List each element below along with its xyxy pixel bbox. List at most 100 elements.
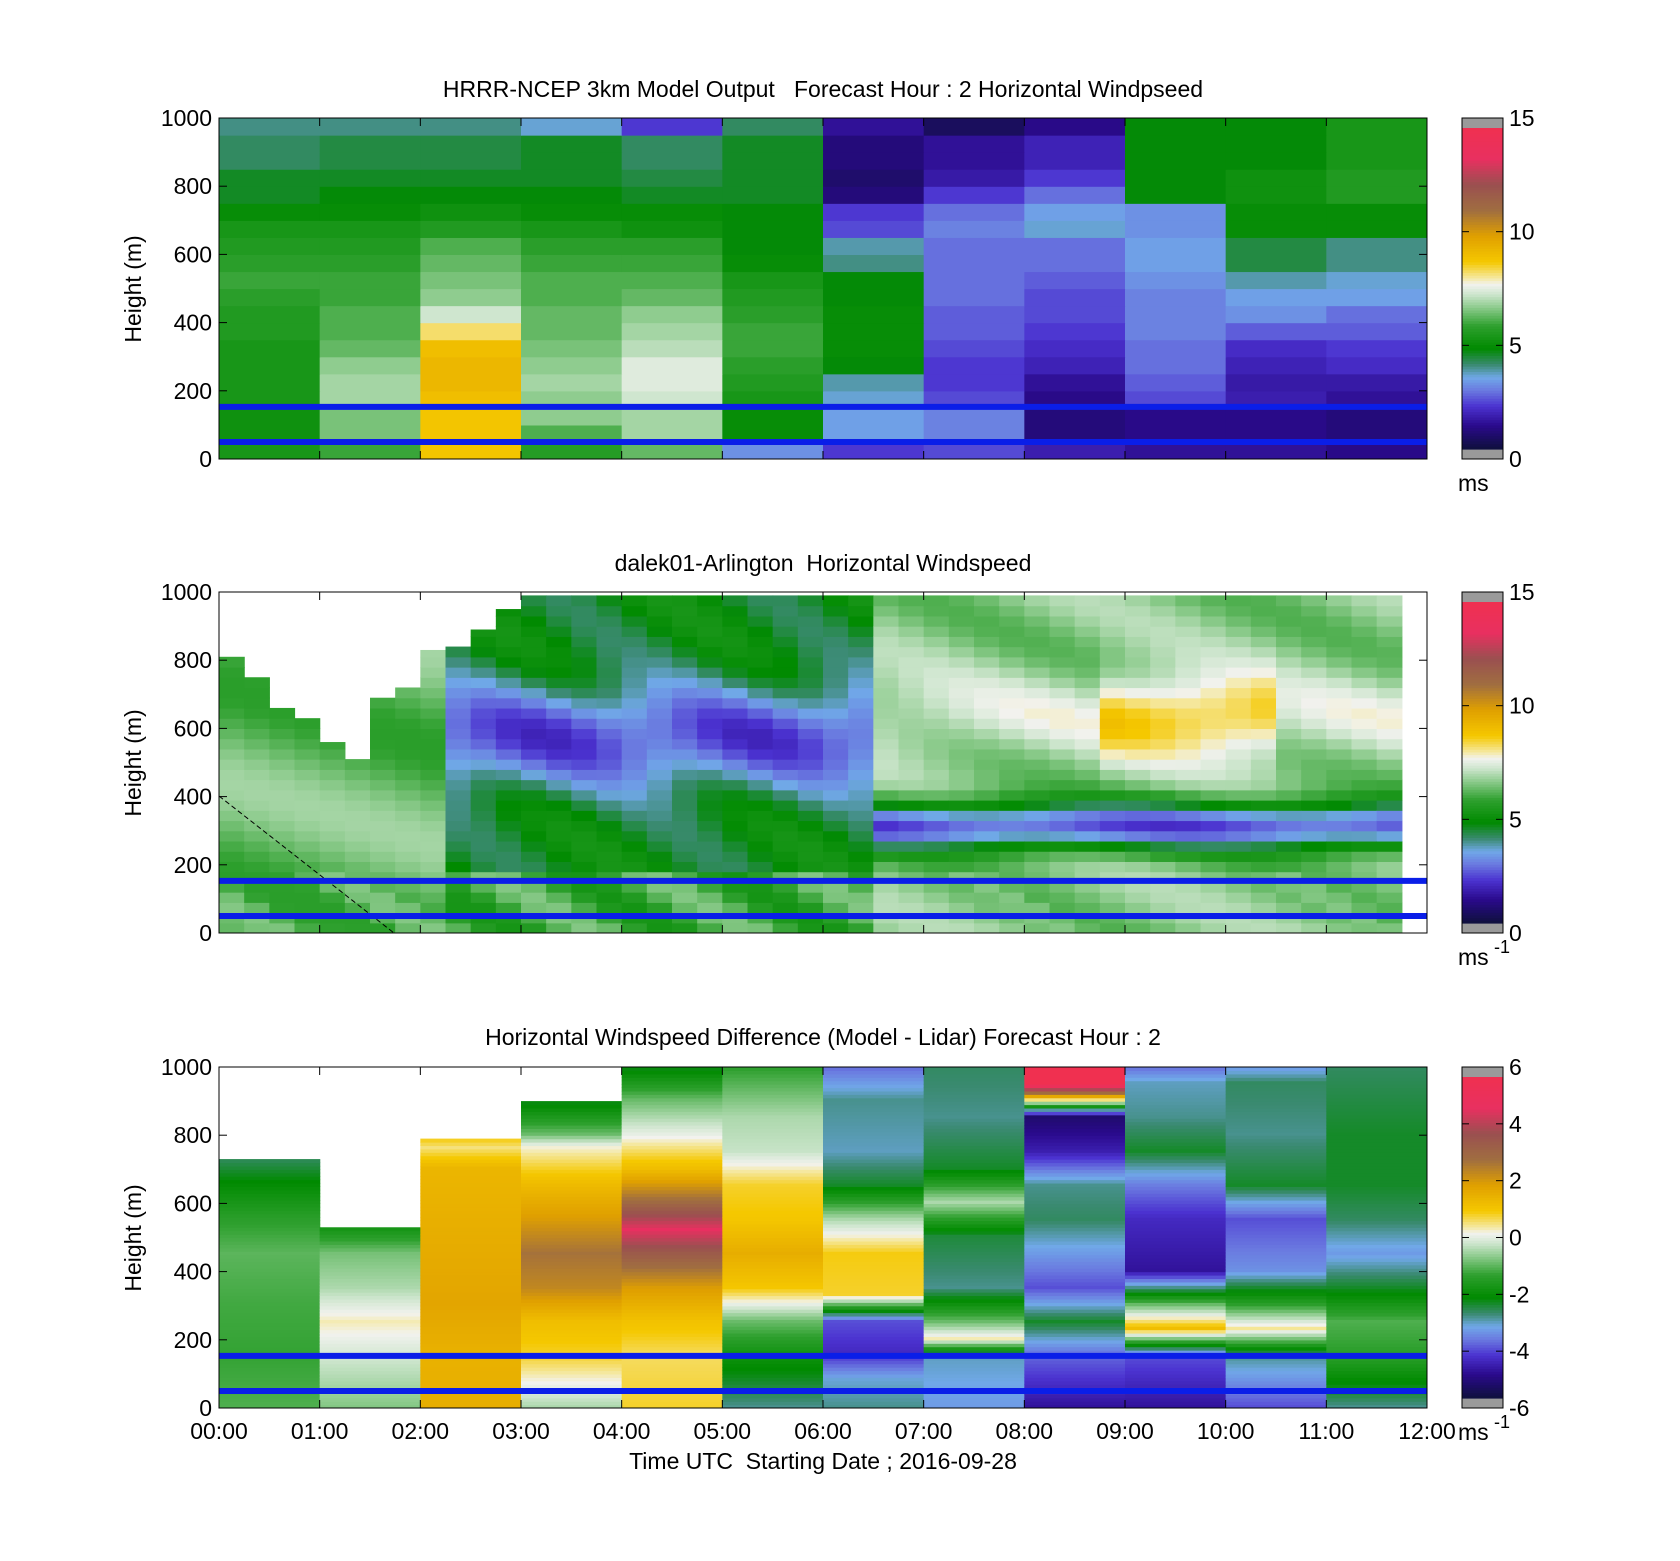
heatmap-cell bbox=[370, 851, 396, 862]
colorbar-swatch bbox=[1462, 666, 1503, 670]
heatmap-cell bbox=[646, 840, 673, 852]
heatmap-cell bbox=[1024, 1292, 1126, 1297]
heatmap-cell bbox=[722, 922, 749, 933]
heatmap-cell bbox=[797, 779, 824, 791]
heatmap-cell bbox=[219, 881, 245, 893]
heatmap-cell bbox=[823, 1193, 925, 1198]
heatmap-cell bbox=[1326, 1247, 1427, 1252]
heatmap-cell bbox=[319, 1339, 421, 1344]
heatmap-cell bbox=[672, 646, 698, 658]
heatmap-cell bbox=[999, 759, 1025, 770]
heatmap-cell bbox=[797, 636, 824, 648]
y-tick-label: 200 bbox=[174, 1327, 212, 1353]
colorbar-swatch bbox=[1462, 1146, 1503, 1150]
colorbar-swatch bbox=[1462, 1301, 1503, 1305]
heatmap-cell bbox=[470, 840, 497, 852]
heatmap-cell bbox=[521, 1240, 623, 1245]
heatmap-cell bbox=[219, 1240, 321, 1245]
heatmap-cell bbox=[1024, 1302, 1126, 1307]
colorbar-swatch bbox=[1462, 213, 1503, 217]
heatmap-cell bbox=[521, 1401, 623, 1406]
colorbar-swatch bbox=[1462, 232, 1503, 236]
heatmap-cell bbox=[621, 203, 723, 221]
heatmap-cell bbox=[219, 1199, 321, 1204]
heatmap-cell bbox=[1074, 871, 1101, 883]
heatmap-cell bbox=[1326, 1275, 1427, 1280]
heatmap-cell bbox=[1150, 687, 1176, 699]
heatmap-cell bbox=[722, 1230, 824, 1235]
heatmap-cell bbox=[521, 892, 547, 903]
heatmap-cell bbox=[848, 861, 874, 873]
heatmap-cell bbox=[1326, 1343, 1427, 1348]
heatmap-cell bbox=[1225, 687, 1252, 699]
heatmap-cell bbox=[521, 1261, 623, 1266]
heatmap-cell bbox=[495, 728, 522, 740]
heatmap-cell bbox=[646, 718, 673, 729]
heatmap-cell bbox=[823, 1377, 925, 1382]
heatmap-cell bbox=[1074, 851, 1101, 862]
heatmap-cell bbox=[1225, 1356, 1327, 1361]
colorbar-swatch bbox=[1462, 1117, 1503, 1121]
heatmap-cell bbox=[420, 892, 447, 903]
heatmap-cell bbox=[420, 1336, 522, 1341]
heatmap-cell bbox=[747, 718, 774, 729]
heatmap-cell bbox=[823, 1131, 925, 1136]
heatmap-cell bbox=[823, 1213, 925, 1218]
panel-lidar-reference-lines bbox=[219, 877, 1427, 919]
heatmap-cell bbox=[1276, 677, 1302, 689]
heatmap-cell bbox=[1024, 1196, 1126, 1201]
x-tick-label: 08:00 bbox=[996, 1418, 1054, 1444]
heatmap-cell bbox=[420, 169, 522, 187]
heatmap-cell bbox=[823, 1309, 925, 1314]
heatmap-cell bbox=[697, 697, 723, 709]
heatmap-cell bbox=[1225, 1159, 1327, 1164]
colorbar-swatch bbox=[1462, 176, 1503, 180]
heatmap-cell bbox=[1351, 677, 1378, 689]
heatmap-cell bbox=[1024, 1298, 1126, 1303]
heatmap-cell bbox=[898, 687, 925, 699]
heatmap-cell bbox=[722, 424, 824, 443]
heatmap-cell bbox=[823, 118, 925, 136]
heatmap-cell bbox=[1326, 1080, 1427, 1085]
heatmap-cell bbox=[1225, 1227, 1327, 1232]
heatmap-cell bbox=[923, 1367, 1025, 1372]
heatmap-cell bbox=[319, 135, 421, 153]
colorbar-swatch bbox=[1462, 144, 1503, 148]
colorbar-swatch bbox=[1462, 173, 1503, 177]
colorbar-swatch bbox=[1462, 1111, 1503, 1116]
heatmap-cell bbox=[1125, 871, 1151, 883]
heatmap-cell bbox=[445, 789, 472, 801]
heatmap-cell bbox=[1024, 1363, 1126, 1368]
heatmap-cell bbox=[219, 186, 321, 204]
heatmap-cell bbox=[319, 1322, 421, 1327]
heatmap-cell bbox=[344, 861, 371, 873]
colorbar-swatch bbox=[1462, 1240, 1503, 1244]
heatmap-cell bbox=[420, 1169, 522, 1174]
heatmap-cell bbox=[219, 1288, 321, 1293]
heatmap-cell bbox=[1225, 1288, 1327, 1293]
colorbar-swatch bbox=[1462, 210, 1503, 215]
heatmap-cell bbox=[823, 1152, 925, 1157]
colorbar-underflow-cap bbox=[1462, 1398, 1503, 1408]
heatmap-cell bbox=[1024, 1336, 1126, 1341]
heatmap-cell bbox=[1326, 595, 1353, 607]
heatmap-cell bbox=[848, 800, 874, 811]
heatmap-cell bbox=[1074, 656, 1101, 668]
colorbar-swatch bbox=[1462, 1175, 1503, 1180]
heatmap-cell bbox=[319, 1278, 421, 1283]
heatmap-cell bbox=[1024, 1346, 1126, 1351]
heatmap-cell bbox=[974, 636, 1000, 648]
heatmap-cell bbox=[420, 118, 522, 136]
heatmap-cell bbox=[596, 656, 623, 668]
heatmap-cell bbox=[1326, 769, 1353, 781]
heatmap-cell bbox=[1225, 728, 1252, 740]
heatmap-cell bbox=[521, 1189, 623, 1194]
heatmap-cell bbox=[1225, 1401, 1327, 1406]
heatmap-cell bbox=[1376, 881, 1403, 893]
heatmap-cell bbox=[823, 1244, 925, 1249]
heatmap-cell bbox=[1351, 871, 1378, 883]
heatmap-cell bbox=[722, 646, 749, 658]
heatmap-cell bbox=[571, 738, 598, 750]
heatmap-cell bbox=[747, 667, 774, 678]
colorbar-swatch bbox=[1462, 1192, 1503, 1196]
